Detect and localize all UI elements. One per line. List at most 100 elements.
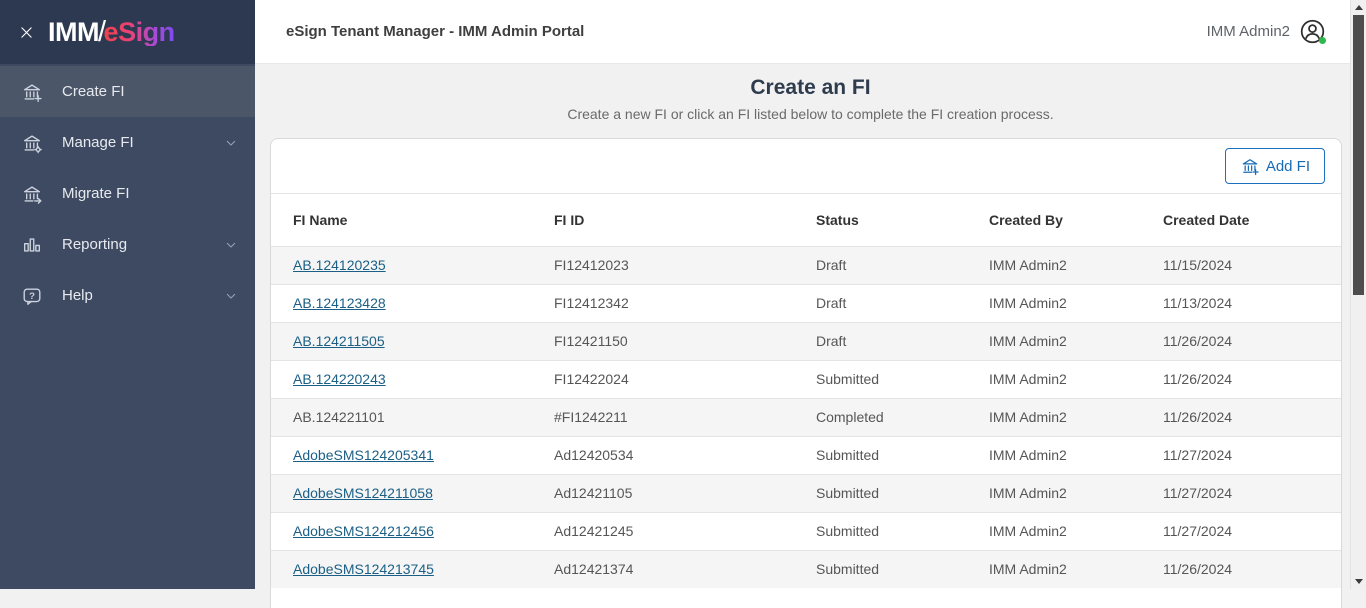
created-by-cell: IMM Admin2 (989, 245, 1163, 284)
fi-name-link[interactable]: AdobeSMS124211058 (293, 485, 433, 501)
scrollbar-thumb[interactable] (1353, 15, 1364, 295)
content: Create an FI Create a new FI or click an… (255, 64, 1366, 608)
username: IMM Admin2 (1206, 23, 1290, 40)
table-row: AB.124220243 FI12422024 Submitted IMM Admin… (271, 359, 1341, 398)
bank-plus-icon (1240, 156, 1260, 176)
sidebar-item-label: Help (62, 287, 93, 304)
status-cell: Completed (816, 397, 989, 436)
table-row: AdobeSMS124212456 Ad12421245 Submitted IMM … (271, 511, 1341, 550)
app-title: eSign Tenant Manager - IMM Admin Portal (286, 23, 585, 40)
fi-table-body: AB.124120235 FI12412023 Draft IMM Admin2 11/… (271, 245, 1341, 588)
add-fi-button[interactable]: Add FI (1224, 148, 1325, 184)
scroll-up-icon[interactable] (1351, 1, 1366, 14)
chevron-down-icon (223, 237, 239, 253)
table-row: AB.124120235 FI12412023 Draft IMM Admin2 11/… (271, 245, 1341, 284)
table-row: AB.124221101 #FI1242211 Completed IMM Admin… (271, 397, 1341, 436)
scroll-down-icon[interactable] (1351, 575, 1366, 588)
chevron-down-icon (223, 288, 239, 304)
close-icon[interactable] (16, 22, 36, 42)
sidebar-item-label: Reporting (62, 236, 128, 253)
column-header-fi-id: FI ID (554, 211, 585, 228)
created-by-cell: IMM Admin2 (989, 397, 1163, 436)
table-row: AdobeSMS124213745 Ad12421374 Submitted IMM … (271, 549, 1341, 588)
fi-id-cell: FI12422024 (554, 359, 816, 398)
logo-text-imm: IMM (48, 16, 99, 47)
sidebar-header: IMM / eSign (0, 0, 255, 64)
fi-id-cell: Ad12421374 (554, 549, 816, 588)
column-header-created-date: Created Date (1163, 211, 1250, 228)
created-date-cell: 11/27/2024 (1163, 511, 1341, 550)
fi-name-link[interactable]: AB.124220243 (293, 371, 386, 387)
main-area: eSign Tenant Manager - IMM Admin Portal … (255, 0, 1366, 608)
fi-name-link[interactable]: AB.124211505 (293, 333, 385, 349)
created-by-cell: IMM Admin2 (989, 359, 1163, 398)
fi-name-cell: AB.124123428 (271, 283, 554, 322)
status-cell: Draft (816, 283, 989, 322)
fi-id-cell: #FI1242211 (554, 397, 816, 436)
sidebar-item-manage-fi[interactable]: Manage FI (0, 117, 255, 168)
status-cell: Draft (816, 321, 989, 360)
fi-name-link[interactable]: AdobeSMS124212456 (293, 523, 434, 539)
app-logo: IMM / eSign (48, 16, 176, 47)
svg-text:?: ? (29, 290, 35, 301)
fi-id-cell: Ad12420534 (554, 435, 816, 474)
bank-plus-icon (21, 81, 43, 103)
fi-name-cell: AB.124220243 (271, 359, 554, 398)
created-date-cell: 11/26/2024 (1163, 359, 1341, 398)
sidebar-item-label: Create FI (62, 83, 125, 100)
created-date-cell: 11/26/2024 (1163, 321, 1341, 360)
fi-name-cell: AdobeSMS124205341 (271, 435, 554, 474)
created-by-cell: IMM Admin2 (989, 549, 1163, 588)
status-cell: Submitted (816, 435, 989, 474)
status-cell: Submitted (816, 473, 989, 512)
fi-name-link[interactable]: AdobeSMS124205341 (293, 447, 434, 463)
online-status-dot (1319, 37, 1326, 44)
status-cell: Submitted (816, 511, 989, 550)
created-by-cell: IMM Admin2 (989, 511, 1163, 550)
topbar: eSign Tenant Manager - IMM Admin Portal … (255, 0, 1366, 64)
fi-name-text: AB.124221101 (293, 409, 385, 425)
chevron-down-icon (223, 135, 239, 151)
sidebar-item-help[interactable]: ? Help (0, 270, 255, 321)
column-header-fi-name: FI Name (293, 211, 348, 228)
fi-name-cell: AdobeSMS124212456 (271, 511, 554, 550)
sidebar-item-label: Migrate FI (62, 185, 130, 202)
fi-name-cell: AB.124120235 (271, 245, 554, 284)
table-row: AB.124211505 FI12421150 Draft IMM Admin2 11/… (271, 321, 1341, 360)
fi-list-card: Add FI FI Name FI ID Status Created By C… (270, 138, 1342, 608)
created-by-cell: IMM Admin2 (989, 473, 1163, 512)
sidebar-nav: Create FI Manage FI Migrate FI Reporting? He… (0, 66, 255, 321)
created-date-cell: 11/27/2024 (1163, 435, 1341, 474)
fi-id-cell: FI12412342 (554, 283, 816, 322)
fi-name-link[interactable]: AdobeSMS124213745 (293, 561, 434, 578)
help-bubble-icon: ? (21, 285, 43, 307)
created-by-cell: IMM Admin2 (989, 283, 1163, 322)
table-row: AdobeSMS124211058 Ad12421105 Submitted IMM … (271, 473, 1341, 512)
sidebar-item-create-fi[interactable]: Create FI (0, 66, 255, 117)
sidebar-item-reporting[interactable]: Reporting (0, 219, 255, 270)
fi-name-link[interactable]: AB.124123428 (293, 295, 386, 311)
status-cell: Draft (816, 245, 989, 284)
fi-id-cell: Ad12421245 (554, 511, 816, 550)
fi-name-cell: AB.124221101 (271, 397, 554, 436)
user-menu[interactable]: IMM Admin2 (1207, 18, 1326, 45)
fi-name-cell: AdobeSMS124211058 (271, 473, 554, 512)
card-toolbar: Add FI (271, 139, 1341, 194)
sidebar-item-migrate-fi[interactable]: Migrate FI (0, 168, 255, 219)
created-date-cell: 11/26/2024 (1163, 397, 1341, 436)
sidebar: IMM / eSign Create FI Manage FI Migrate FI Re… (0, 0, 255, 589)
status-cell: Submitted (816, 359, 989, 398)
bank-gear-icon (21, 132, 43, 154)
created-date-cell: 11/26/2024 (1163, 549, 1341, 588)
add-fi-label: Add FI (1265, 157, 1310, 175)
fi-name-link[interactable]: AB.124120235 (293, 257, 386, 273)
page-title: Create an FI (750, 76, 871, 99)
bank-arrow-icon (21, 183, 43, 205)
vertical-scrollbar[interactable] (1350, 0, 1366, 589)
fi-id-cell: FI12412023 (554, 245, 816, 284)
logo-text-esign: eSign (103, 16, 176, 47)
table-header-row: FI Name FI ID Status Created By Created … (271, 194, 1341, 246)
account-circle-icon[interactable] (1299, 18, 1326, 45)
status-cell: Submitted (816, 549, 989, 588)
created-date-cell: 11/15/2024 (1163, 245, 1341, 284)
